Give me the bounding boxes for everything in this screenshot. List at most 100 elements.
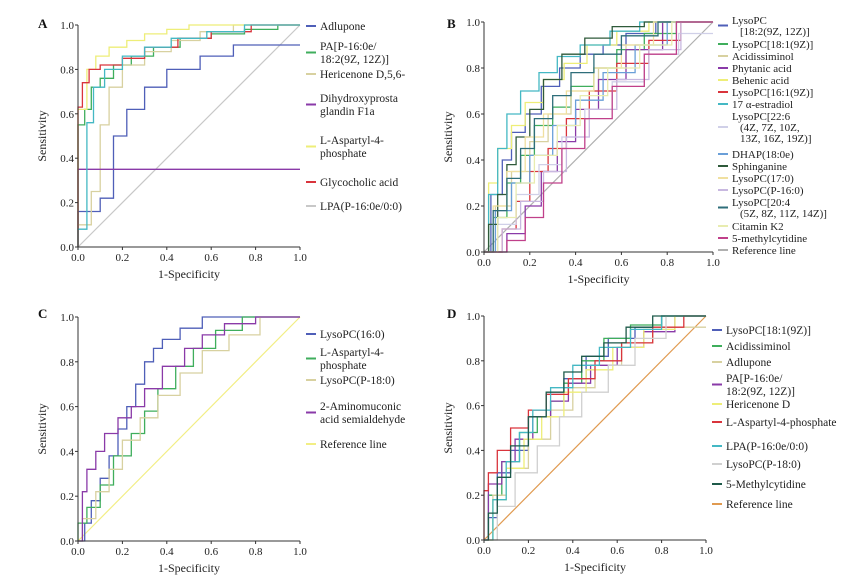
roc-curve-13 bbox=[484, 21, 713, 253]
legend-label-line: LysoPC[16:1(9Z)] bbox=[732, 87, 813, 99]
legend-label-line: LysoPC[22:6 bbox=[732, 111, 791, 123]
legend-label-line: 5-Methylcytidine bbox=[726, 479, 806, 491]
legend-label-line: DHAP(18:0e) bbox=[732, 149, 794, 161]
legend-label-line: (4Z, 7Z, 10Z, bbox=[740, 122, 800, 134]
roc-curve-12 bbox=[484, 21, 713, 253]
x-tick-label: 0.4 bbox=[569, 257, 583, 269]
x-axis-label: 1-Specificity bbox=[564, 560, 626, 574]
legend-label: LysoPC[18:1(9Z)] bbox=[732, 39, 813, 51]
legend-label: 5-Methylcytidine bbox=[726, 479, 806, 491]
legend-label-line: LysoPC bbox=[732, 15, 767, 27]
y-axis-label: Sensitivity bbox=[441, 111, 455, 162]
legend-label: LysoPC(P-18:0) bbox=[726, 459, 801, 471]
y-tick-label: 1.0 bbox=[60, 312, 74, 324]
roc-curve-15 bbox=[484, 21, 713, 253]
legend-label-line: Citamin K2 bbox=[732, 221, 784, 233]
y-tick-label: 0.4 bbox=[466, 155, 480, 167]
legend-label: Hericenone D bbox=[726, 399, 790, 411]
x-axis-label: 1-Specificity bbox=[568, 272, 630, 286]
legend-label-line: LysoPC[18:1(9Z)] bbox=[732, 39, 813, 51]
legend-label-line: LysoPC(16:0) bbox=[320, 329, 385, 341]
x-tick-label: 0.8 bbox=[660, 257, 674, 269]
x-tick-label: 0.2 bbox=[116, 252, 130, 264]
reference-line bbox=[483, 315, 707, 541]
legend: LysoPC [18:2(9Z, 12Z)]LysoPC[18:1(9Z)]Aci… bbox=[718, 15, 827, 257]
legend-label: Reference line bbox=[320, 439, 387, 451]
legend-label-line: Adlupone bbox=[320, 21, 365, 33]
legend-label-line: phosphate bbox=[320, 148, 367, 160]
legend-label-line: Phytanic acid bbox=[732, 63, 792, 75]
legend-label: LysoPC(P-18:0) bbox=[320, 375, 395, 387]
legend-label: L-Aspartyl-4-phosphate bbox=[726, 417, 837, 429]
x-axis-label: 1-Specificity bbox=[158, 561, 220, 575]
roc-curve-7 bbox=[484, 21, 713, 253]
roc-panel-d: D 0.0 0.2 0.4 0.6 0.8 1.0 0.0 0.2 0.4 0.6 0.8 1.0 1-S… bbox=[441, 306, 837, 574]
legend-label-line: 5-methylcytidine bbox=[732, 233, 807, 245]
y-tick-label: 0.0 bbox=[60, 536, 74, 548]
y-tick-label: 0.4 bbox=[466, 445, 480, 457]
x-tick-label: 0.0 bbox=[71, 546, 85, 558]
roc-curve-8 bbox=[484, 32, 713, 253]
y-tick-label: 0.0 bbox=[466, 247, 480, 259]
roc-panel-b: B 0.0 0.2 0.4 0.6 0.8 1.0 0.0 0.2 0.4 0.6 0.8 1.0 1-S… bbox=[441, 15, 827, 286]
legend-label: DHAP(18:0e) bbox=[732, 149, 794, 161]
legend-label-line: LysoPC[20:4 bbox=[732, 197, 791, 209]
roc-panel-a: A 0.0 0.2 0.4 0.6 0.8 1.0 0.0 0.2 0.4 0.6 0.8 1.0 1-S… bbox=[35, 16, 405, 281]
legend-label-line: LPA(P-16:0e/0:0) bbox=[320, 201, 402, 213]
roc-curve-11 bbox=[484, 21, 713, 253]
x-tick-label: 0.2 bbox=[523, 257, 537, 269]
legend-label-line: acid semialdehyde bbox=[320, 414, 405, 426]
y-tick-label: 0.6 bbox=[466, 401, 480, 413]
x-tick-label: 0.6 bbox=[204, 252, 218, 264]
x-tick-label: 0.2 bbox=[522, 545, 536, 557]
legend-label-line: (5Z, 8Z, 11Z, 14Z)] bbox=[740, 208, 827, 220]
roc-curve-3 bbox=[78, 316, 300, 542]
x-tick-label: 0.4 bbox=[566, 545, 580, 557]
legend-label-line: Sphinganine bbox=[732, 161, 787, 173]
legend-label: Adlupone bbox=[726, 357, 771, 369]
legend-label: Reference line bbox=[732, 245, 796, 257]
legend-label: Behenic acid bbox=[732, 75, 790, 87]
legend-label-line: PA[P-16:0e/ bbox=[726, 373, 783, 385]
y-tick-label: 1.0 bbox=[466, 17, 480, 29]
x-tick-label: 0.2 bbox=[116, 546, 130, 558]
legend-label: LysoPC(16:0) bbox=[320, 329, 385, 341]
x-tick-label: 0.0 bbox=[71, 252, 85, 264]
legend-label-line: Reference line bbox=[732, 245, 796, 257]
roc-curve-5 bbox=[77, 24, 300, 247]
legend-label-line: LysoPC(P-18:0) bbox=[726, 459, 801, 471]
roc-curve-8 bbox=[484, 315, 706, 541]
x-tick-label: 0.8 bbox=[249, 252, 263, 264]
legend-label-line: 13Z, 16Z, 19Z)] bbox=[740, 133, 811, 145]
y-tick-label: 1.0 bbox=[466, 311, 480, 323]
legend-label: Adlupone bbox=[320, 21, 365, 33]
legend-label: Phytanic acid bbox=[732, 63, 792, 75]
legend-label-line: Acidissiminol bbox=[726, 341, 791, 353]
legend-label-line: LysoPC(P-18:0) bbox=[320, 375, 395, 387]
roc-curve-14 bbox=[484, 21, 713, 253]
panel-label: B bbox=[447, 16, 456, 31]
legend-label-line: PA[P-16:0e/ bbox=[320, 41, 377, 53]
x-tick-label: 0.8 bbox=[655, 545, 669, 557]
reference-line bbox=[77, 24, 301, 248]
legend-label: LysoPC(17:0) bbox=[732, 173, 794, 185]
y-tick-label: 0.6 bbox=[466, 109, 480, 121]
legend-label-line: 18:2(9Z, 12Z)] bbox=[320, 54, 389, 66]
legend-label-line: 17 α-estradiol bbox=[732, 99, 793, 111]
y-tick-label: 0.8 bbox=[60, 357, 74, 369]
y-tick-label: 0.2 bbox=[60, 198, 74, 210]
x-tick-label: 0.0 bbox=[477, 545, 491, 557]
legend-label: Sphinganine bbox=[732, 161, 787, 173]
roc-curve-7 bbox=[484, 315, 706, 541]
x-tick-label: 1.0 bbox=[293, 252, 307, 264]
legend-label-line: LysoPC(17:0) bbox=[732, 173, 794, 185]
legend-label: PA[P-16:0e/18:2(9Z, 12Z)] bbox=[320, 41, 389, 66]
x-tick-label: 0.6 bbox=[615, 257, 629, 269]
y-tick-label: 0.8 bbox=[466, 356, 480, 368]
legend-label: LysoPC(P-16:0) bbox=[732, 185, 804, 197]
y-axis-label: Sensitivity bbox=[35, 110, 49, 161]
y-tick-label: 1.0 bbox=[60, 20, 74, 32]
roc-curve-9 bbox=[484, 315, 706, 541]
legend-label-line: 2-Aminomuconic bbox=[320, 401, 401, 413]
legend-label-line: 18:2(9Z, 12Z)] bbox=[726, 386, 795, 398]
